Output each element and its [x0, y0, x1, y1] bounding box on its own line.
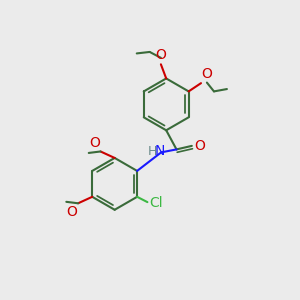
Text: N: N — [154, 144, 165, 158]
Text: O: O — [155, 48, 166, 62]
Text: O: O — [67, 205, 77, 219]
Text: O: O — [202, 68, 212, 81]
Text: O: O — [194, 140, 205, 154]
Text: Cl: Cl — [149, 196, 163, 210]
Text: H: H — [148, 145, 157, 158]
Text: O: O — [89, 136, 100, 150]
